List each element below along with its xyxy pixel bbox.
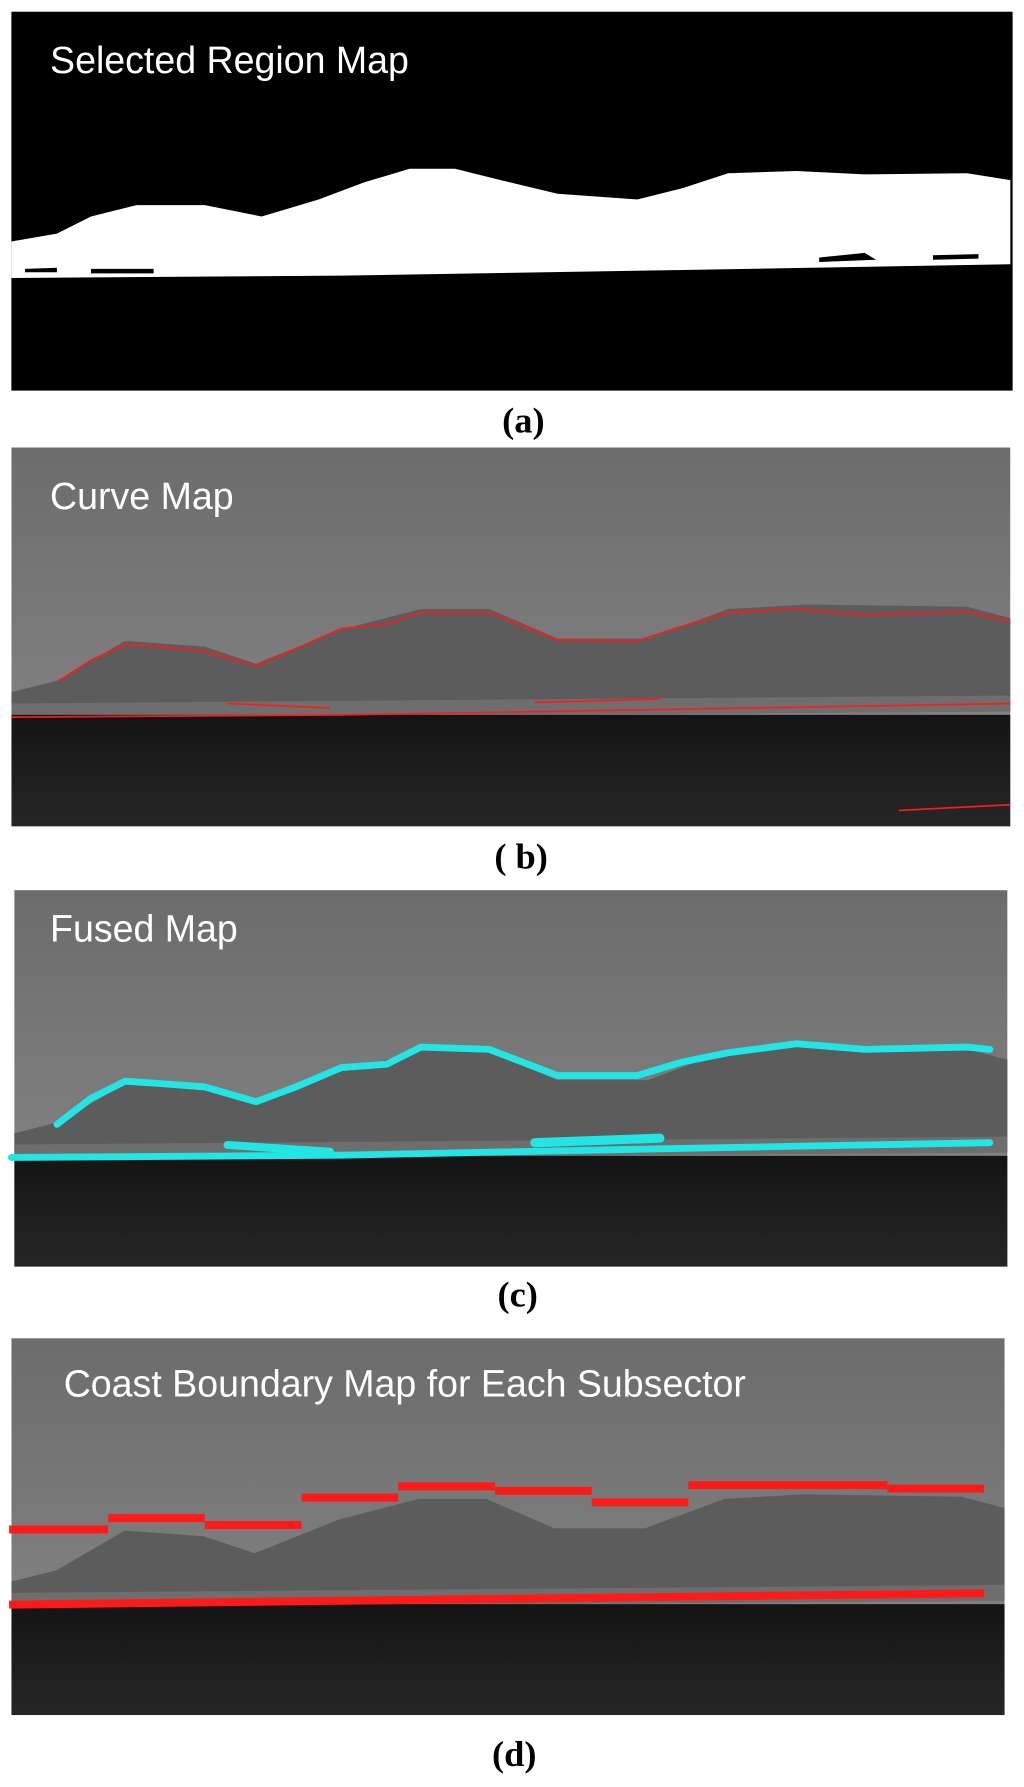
panel-c: Fused Map (c)	[7, 890, 1008, 1315]
panel-b: Curve Map ( b)	[11, 447, 1011, 876]
curves	[11, 608, 1011, 812]
panel-caption: (a)	[502, 401, 544, 441]
subsector-boundaries	[9, 1481, 985, 1609]
selected-region	[11, 168, 1011, 278]
panel-d: Coast Boundary Map for Each Subsector (d…	[9, 1338, 1005, 1774]
panel-title: Curve Map	[50, 475, 234, 517]
panel-title: Coast Boundary Map for Each Subsector	[64, 1362, 746, 1404]
panel-title: Fused Map	[50, 907, 238, 949]
panel-caption: ( b)	[494, 836, 548, 876]
fused-curves	[7, 1040, 994, 1161]
panel-a: Selected Region Map (a)	[11, 11, 1013, 441]
panel-title: Selected Region Map	[50, 39, 409, 81]
region-holes	[25, 252, 979, 274]
panel-caption: (c)	[497, 1275, 537, 1315]
panel-caption: (d)	[492, 1734, 536, 1774]
